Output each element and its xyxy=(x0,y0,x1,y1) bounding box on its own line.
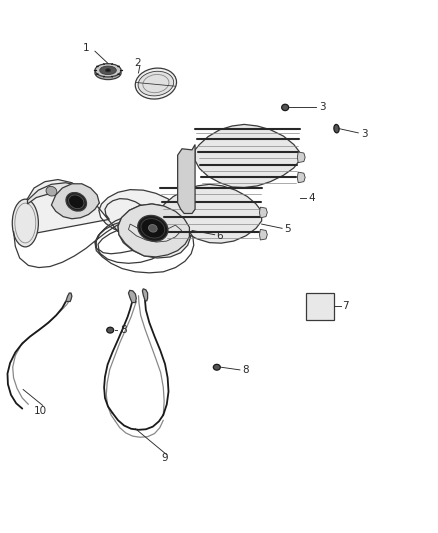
Polygon shape xyxy=(259,207,267,217)
Ellipse shape xyxy=(66,192,87,211)
Text: 1: 1 xyxy=(83,43,89,53)
Polygon shape xyxy=(297,172,305,183)
Text: 3: 3 xyxy=(319,102,326,112)
Ellipse shape xyxy=(95,63,121,77)
Ellipse shape xyxy=(95,66,121,79)
Text: 4: 4 xyxy=(308,192,315,203)
Polygon shape xyxy=(142,289,148,301)
Polygon shape xyxy=(178,144,195,214)
Text: 10: 10 xyxy=(34,406,47,416)
Text: 2: 2 xyxy=(134,59,141,68)
Ellipse shape xyxy=(100,66,116,75)
Polygon shape xyxy=(66,293,72,302)
Ellipse shape xyxy=(107,327,114,333)
Text: 7: 7 xyxy=(343,301,349,311)
Polygon shape xyxy=(118,204,191,258)
Polygon shape xyxy=(259,229,267,240)
Ellipse shape xyxy=(138,71,174,96)
Ellipse shape xyxy=(148,224,157,232)
Text: 3: 3 xyxy=(361,129,367,139)
Polygon shape xyxy=(160,184,261,243)
Polygon shape xyxy=(17,180,186,246)
Polygon shape xyxy=(118,204,189,257)
Text: 8: 8 xyxy=(120,325,127,335)
Ellipse shape xyxy=(69,195,84,209)
Ellipse shape xyxy=(46,187,57,196)
Polygon shape xyxy=(195,124,300,188)
Polygon shape xyxy=(51,184,99,219)
Ellipse shape xyxy=(135,68,177,99)
Text: 9: 9 xyxy=(161,454,168,463)
Ellipse shape xyxy=(141,219,165,238)
Ellipse shape xyxy=(106,69,111,72)
Text: 5: 5 xyxy=(284,224,291,235)
Polygon shape xyxy=(28,183,99,211)
Ellipse shape xyxy=(12,199,39,247)
Polygon shape xyxy=(306,293,334,319)
Ellipse shape xyxy=(282,104,289,111)
Polygon shape xyxy=(128,290,136,303)
Polygon shape xyxy=(128,224,182,242)
Ellipse shape xyxy=(138,215,168,241)
Text: 8: 8 xyxy=(243,365,249,375)
Text: 6: 6 xyxy=(216,231,223,241)
Ellipse shape xyxy=(334,124,339,133)
Polygon shape xyxy=(297,152,305,163)
Ellipse shape xyxy=(213,365,220,370)
